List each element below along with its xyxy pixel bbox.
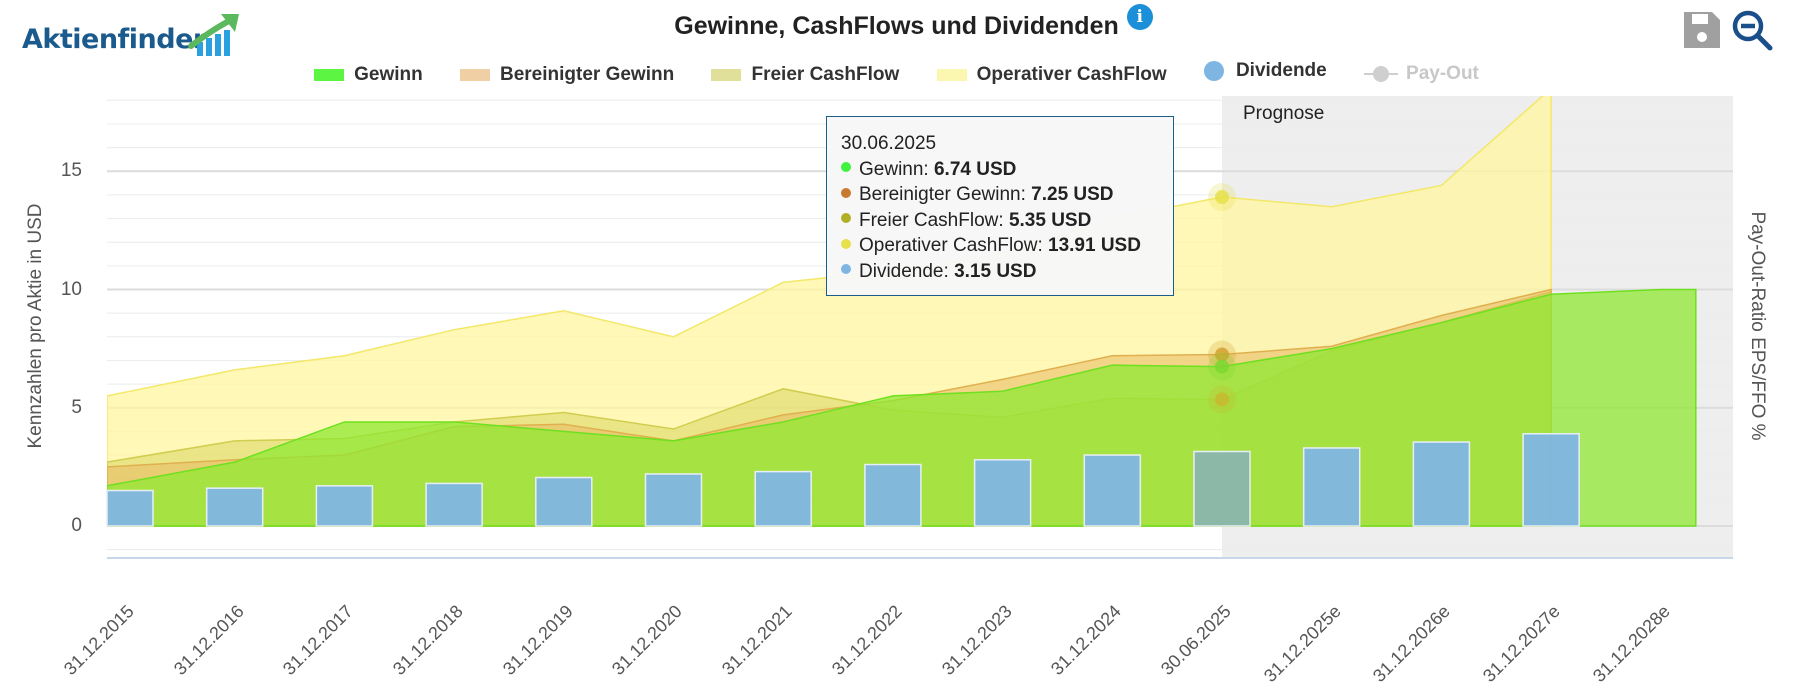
dividend-bar [1522,433,1580,527]
save-icon[interactable] [1680,8,1724,52]
legend-label: Operativer CashFlow [976,64,1167,85]
legend-label: Pay-Out [1406,63,1479,84]
y2-axis-title: Pay-Out-Ratio EPS/FFO % [1747,211,1768,441]
tooltip-row-gewinn: Gewinn: 6.74 USD [841,157,1159,183]
legend-swatch-gewinn [314,69,345,81]
tooltip-value: 6.74 USD [933,158,1017,180]
tooltip-value: 3.15 USD [954,260,1037,282]
tooltip-label: Dividende [859,260,944,282]
legend-item-gewinn[interactable]: Gewinn [314,64,423,86]
aktienfinder-logo[interactable]: Aktienfinder [22,12,239,60]
legend-item-dividende[interactable]: Dividende [1203,60,1327,82]
tooltip-value: 7.25 USD [1031,184,1114,205]
tooltip-date: 30.06.2025 [841,133,937,154]
tooltip-row-freier-cashflow: Freier CashFlow: 5.35 USD [841,208,1159,234]
logo-text: Aktienfinder [22,24,206,55]
legend-item-operativer-cashflow[interactable]: Operativer CashFlow [936,64,1167,86]
y-tick-label: 5 [71,396,82,418]
tooltip-value: 5.35 USD [1008,209,1092,231]
tooltip-label: Gewinn [859,158,924,180]
highlight-marker [1215,359,1229,374]
legend-label: Dividende [1235,60,1327,81]
dividend-bar [1302,447,1361,527]
highlight-marker [1215,347,1229,362]
info-icon[interactable]: i [1126,4,1153,30]
tooltip-value: 13.91 USD [1048,235,1141,256]
legend-swatch-bereinigter-gewinn [460,69,490,81]
tooltip-label: Freier CashFlow [859,209,999,231]
dividend-bar [754,470,812,527]
tooltip-dot [841,238,851,249]
chart-tooltip: 30.06.2025 Gewinn: 6.74 USD Bereinigter … [826,116,1174,296]
chart-legend: Gewinn Bereinigter Gewinn Freier CashFlo… [0,60,1793,87]
zoom-out-icon[interactable] [1730,8,1774,52]
y-tick-label: 15 [60,160,82,182]
dividend-bar [106,489,154,527]
legend-label: Freier CashFlow [751,64,900,85]
dividend-bar [315,485,374,527]
dividend-bar [973,459,1032,527]
dividend-bar [1193,450,1251,527]
dividend-bar [425,482,483,527]
tooltip-dot [841,187,851,198]
dividend-bar [205,487,264,527]
legend-label: Bereinigter Gewinn [500,64,675,85]
legend-item-freier-cashflow[interactable]: Freier CashFlow [711,64,899,86]
chart-title: Gewinne, CashFlows und Dividenden [674,12,1119,40]
dividend-bar [535,476,593,527]
area-gewinn [107,288,1697,527]
tooltip-dot [841,162,851,173]
legend-symbol-pay-out [1364,66,1399,82]
chart-title-wrap: Gewinne, CashFlows und Dividenden i [0,4,1793,41]
tooltip-row-operativer-cashflow: Operativer CashFlow: 13.91 USD [841,233,1159,259]
highlight-marker [1215,392,1229,407]
dividend-bar [644,473,703,527]
tooltip-dot [841,213,851,224]
tooltip-label: Operativer CashFlow [859,235,1038,256]
legend-swatch-operativer-cashflow [936,69,967,81]
dividend-bar [864,463,922,527]
dividend-bar [1083,454,1142,527]
legend-dot-dividende [1203,61,1224,81]
forecast-band-label: Prognose [1243,103,1325,124]
tooltip-dot [841,264,851,275]
legend-swatch-freier-cashflow [711,69,742,81]
y-tick-label: 0 [71,515,82,536]
logo-chart-icon [188,14,239,56]
tooltip-row-bereinigter-gewinn: Bereinigter Gewinn: 7.25 USD [841,182,1159,208]
tooltip-label: Bereinigter Gewinn [859,184,1021,205]
dividend-bar [1412,441,1471,527]
tooltip-row-dividende: Dividende: 3.15 USD [841,259,1159,285]
highlight-marker [1215,190,1229,205]
legend-label: Gewinn [354,64,423,85]
legend-item-bereinigter-gewinn[interactable]: Bereinigter Gewinn [460,64,674,86]
legend-item-pay-out[interactable]: Pay-Out [1364,63,1479,85]
y-tick-label: 10 [60,278,82,300]
